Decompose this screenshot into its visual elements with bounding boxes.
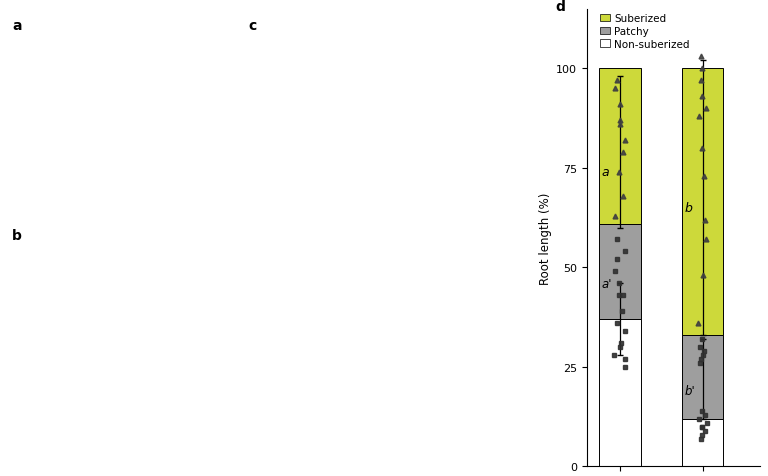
Text: b': b' [684, 385, 695, 397]
Y-axis label: Root length (%): Root length (%) [539, 192, 552, 284]
Text: b: b [684, 202, 692, 215]
Text: d: d [556, 0, 565, 14]
Text: b: b [12, 229, 22, 243]
Bar [599, 69, 641, 224]
Text: c: c [249, 19, 257, 33]
Text: a: a [12, 19, 22, 33]
Legend: Suberized, Patchy, Non-suberized: Suberized, Patchy, Non-suberized [595, 10, 694, 54]
Bar [682, 69, 723, 336]
Bar [599, 224, 641, 319]
Bar [682, 336, 723, 419]
Bar [682, 419, 723, 466]
Text: a: a [602, 166, 609, 179]
Text: a': a' [602, 277, 612, 290]
Bar [599, 319, 641, 466]
